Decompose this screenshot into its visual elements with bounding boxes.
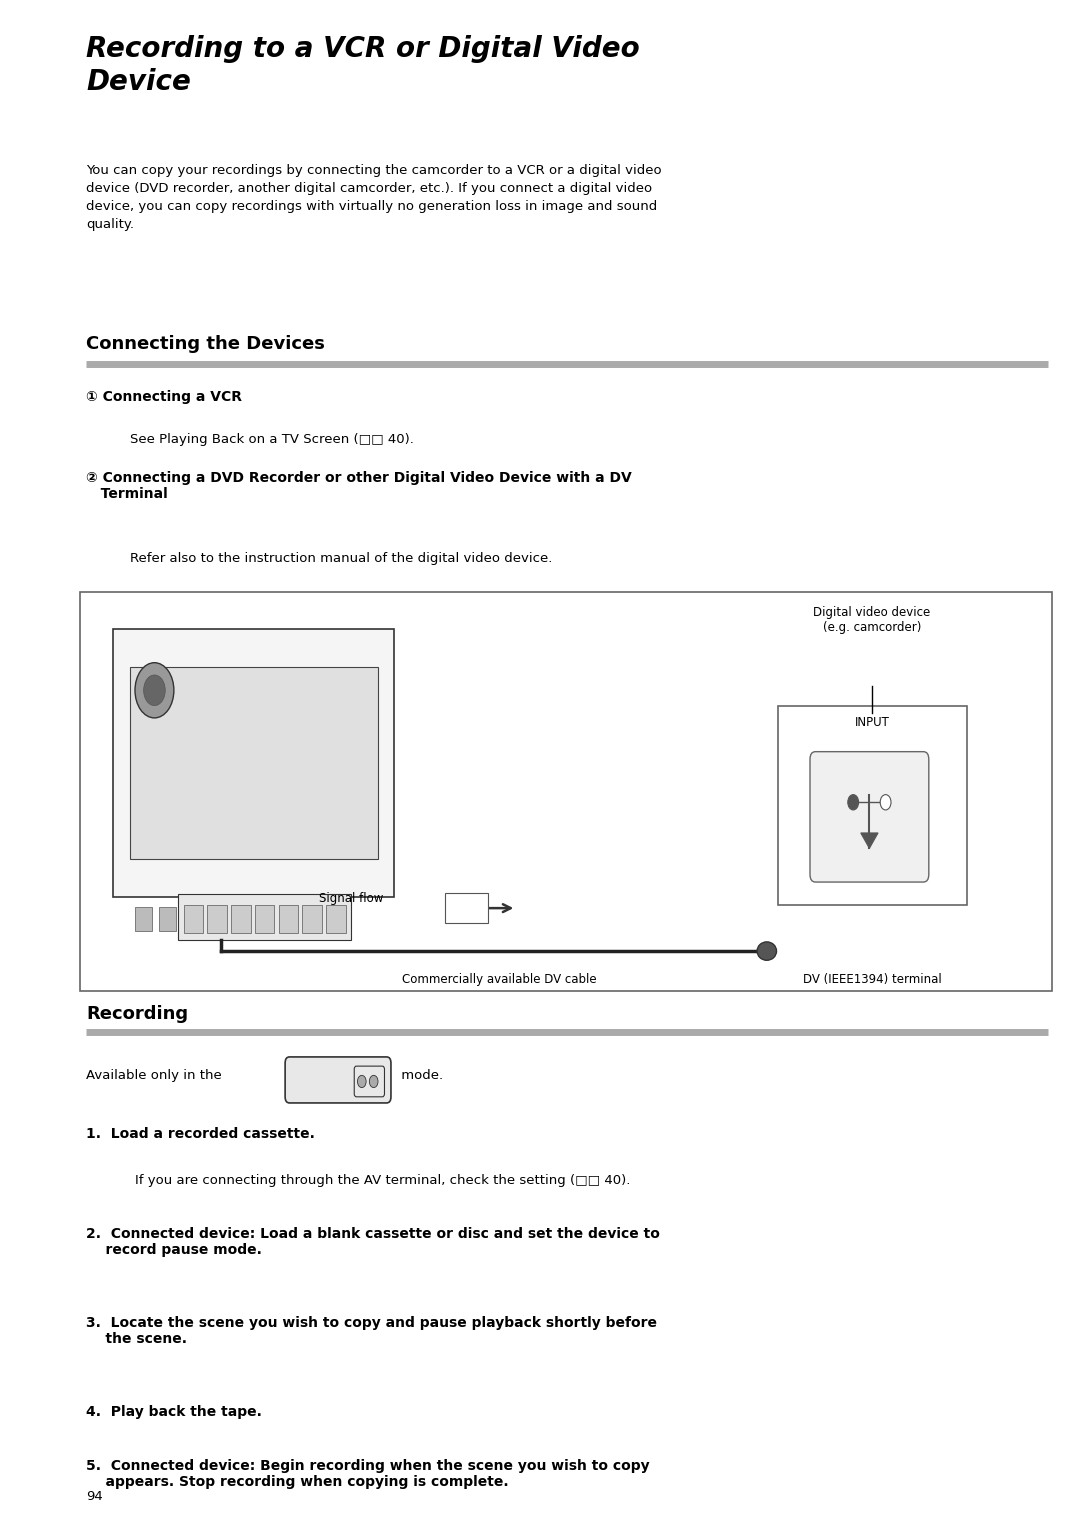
Bar bbox=[159, 907, 176, 931]
Text: Available only in the: Available only in the bbox=[86, 1069, 227, 1081]
Text: If you are connecting through the AV terminal, check the setting (□□ 40).: If you are connecting through the AV ter… bbox=[135, 1174, 631, 1186]
Text: DV (IEEE1394) terminal: DV (IEEE1394) terminal bbox=[802, 974, 942, 986]
Bar bbox=[279, 905, 298, 933]
FancyBboxPatch shape bbox=[354, 1066, 384, 1097]
FancyBboxPatch shape bbox=[80, 592, 1052, 991]
FancyBboxPatch shape bbox=[285, 1057, 391, 1103]
Text: 4.  Play back the tape.: 4. Play back the tape. bbox=[86, 1405, 262, 1419]
Bar bbox=[326, 905, 346, 933]
Text: 5.  Connected device: Begin recording when the scene you wish to copy
    appear: 5. Connected device: Begin recording whe… bbox=[86, 1459, 650, 1490]
Text: Digital video device
(e.g. camcorder): Digital video device (e.g. camcorder) bbox=[813, 606, 931, 634]
Circle shape bbox=[135, 663, 174, 718]
Text: Recording to a VCR or Digital Video
Device: Recording to a VCR or Digital Video Devi… bbox=[86, 35, 640, 95]
Bar bbox=[135, 907, 152, 931]
Circle shape bbox=[357, 1075, 366, 1088]
Text: See Playing Back on a TV Screen (□□ 40).: See Playing Back on a TV Screen (□□ 40). bbox=[130, 433, 414, 445]
Bar bbox=[302, 905, 322, 933]
Circle shape bbox=[848, 795, 859, 810]
Bar bbox=[778, 706, 967, 905]
Text: Refer also to the instruction manual of the digital video device.: Refer also to the instruction manual of … bbox=[130, 552, 552, 565]
Ellipse shape bbox=[757, 942, 777, 960]
Text: 3.  Locate the scene you wish to copy and pause playback shortly before
    the : 3. Locate the scene you wish to copy and… bbox=[86, 1316, 658, 1347]
Text: Commercially available DV cable: Commercially available DV cable bbox=[402, 974, 597, 986]
Circle shape bbox=[144, 675, 165, 706]
Bar bbox=[231, 905, 251, 933]
Text: ·: · bbox=[347, 1074, 351, 1086]
Text: ② Connecting a DVD Recorder or other Digital Video Device with a DV
   Terminal: ② Connecting a DVD Recorder or other Dig… bbox=[86, 471, 632, 502]
Text: You can copy your recordings by connecting the camcorder to a VCR or a digital v: You can copy your recordings by connecti… bbox=[86, 164, 662, 232]
Circle shape bbox=[880, 795, 891, 810]
FancyBboxPatch shape bbox=[810, 752, 929, 882]
Bar bbox=[113, 629, 394, 897]
Text: Signal flow: Signal flow bbox=[319, 893, 383, 905]
Polygon shape bbox=[861, 833, 878, 848]
Bar bbox=[130, 667, 378, 859]
Text: Connecting the Devices: Connecting the Devices bbox=[86, 334, 325, 353]
Text: 94: 94 bbox=[86, 1491, 104, 1503]
Text: PLAY: PLAY bbox=[310, 1075, 340, 1085]
Bar bbox=[445, 893, 488, 923]
Text: 1.  Load a recorded cassette.: 1. Load a recorded cassette. bbox=[86, 1127, 315, 1141]
Text: INPUT: INPUT bbox=[854, 716, 890, 729]
Bar bbox=[207, 905, 227, 933]
Text: Recording: Recording bbox=[86, 1005, 189, 1023]
Bar bbox=[178, 894, 351, 940]
Bar bbox=[184, 905, 203, 933]
Text: ① Connecting a VCR: ① Connecting a VCR bbox=[86, 390, 242, 403]
Text: 2.  Connected device: Load a blank cassette or disc and set the device to
    re: 2. Connected device: Load a blank casset… bbox=[86, 1227, 660, 1258]
Bar bbox=[255, 905, 274, 933]
Circle shape bbox=[369, 1075, 378, 1088]
Text: mode.: mode. bbox=[397, 1069, 444, 1081]
